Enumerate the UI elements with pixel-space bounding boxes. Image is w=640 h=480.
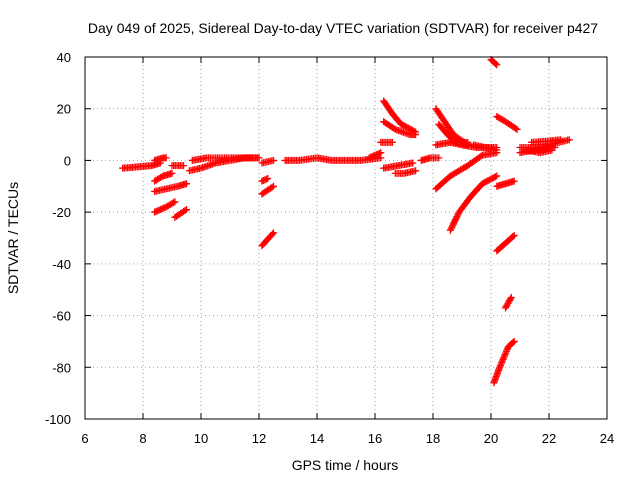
data-series-arc-21	[417, 154, 443, 164]
plus-markers	[528, 136, 565, 146]
plus-markers	[171, 206, 190, 221]
x-tick-label: 6	[81, 431, 88, 446]
x-tick-label: 10	[194, 431, 208, 446]
x-tick-label: 22	[542, 431, 556, 446]
plus-markers	[493, 112, 521, 133]
plus-markers	[490, 337, 518, 387]
plus-markers	[258, 229, 277, 250]
plus-markers	[493, 231, 518, 255]
data-series-arc-37	[528, 136, 565, 146]
y-tick-label: 40	[57, 50, 71, 65]
data-series-arc-13	[258, 229, 277, 250]
x-tick-labels: 6 8 10 12 14 16 18 20 22 24	[81, 431, 614, 446]
y-tick-label: -80	[52, 360, 71, 375]
plus-markers	[380, 97, 420, 136]
data-series-arc-38	[522, 146, 556, 157]
data-series-arc-20	[391, 167, 420, 177]
x-tick-label: 14	[310, 431, 324, 446]
plus-markers	[258, 156, 277, 167]
plus-markers	[258, 182, 277, 198]
data-series-arc-18	[377, 138, 396, 146]
plus-markers	[151, 169, 176, 185]
data-series-arc-10	[258, 156, 277, 167]
plus-markers	[432, 149, 501, 193]
data-series-arc-31	[493, 177, 518, 190]
y-tick-label: -20	[52, 205, 71, 220]
plus-markers	[168, 162, 188, 170]
data-series-arc-05	[151, 198, 179, 216]
plus-markers	[151, 180, 190, 195]
plus-markers	[380, 159, 417, 172]
data-series-arc-19	[380, 159, 417, 172]
plus-markers	[365, 149, 385, 162]
y-tick-label: 20	[57, 102, 71, 117]
data-series-arc-11	[258, 175, 272, 185]
y-tick-label: -40	[52, 257, 71, 272]
plus-markers	[522, 146, 556, 157]
y-tick-label: -100	[45, 412, 71, 427]
data-series-arc-34	[490, 337, 518, 387]
data-series-arc-02	[151, 154, 170, 164]
data-series-arc-29	[487, 56, 501, 69]
plus-markers	[391, 167, 420, 177]
data-series-arc-16	[380, 97, 420, 136]
chart-title: Day 049 of 2025, Sidereal Day-to-day VTE…	[88, 20, 598, 36]
plus-markers	[380, 118, 420, 139]
data-series-arc-04	[151, 180, 190, 195]
plus-markers	[151, 154, 170, 164]
data-series-arc-01	[119, 159, 164, 172]
y-tick-labels: 40 20 0 -20 -40 -60 -80 -100	[45, 50, 71, 427]
x-tick-label: 20	[484, 431, 498, 446]
data-series-arc-03	[151, 169, 176, 185]
plus-markers	[446, 172, 501, 234]
data-series-arc-15	[365, 149, 385, 162]
data-series-arc-26	[446, 172, 501, 234]
data-series-arc-25	[432, 149, 501, 193]
y-tick-label: -60	[52, 309, 71, 324]
plus-markers	[151, 198, 179, 216]
x-tick-label: 16	[368, 431, 382, 446]
data-series-arc-32	[493, 231, 518, 255]
data-series-arc-30	[493, 112, 521, 133]
x-tick-label: 24	[600, 431, 614, 446]
x-tick-label: 8	[139, 431, 146, 446]
plot-frame	[84, 56, 608, 420]
plus-markers	[377, 138, 396, 146]
data-series-arc-28	[470, 141, 501, 154]
data-series-arc-09	[188, 154, 263, 164]
y-tick-label: 0	[64, 153, 71, 168]
data-series-arc-17	[380, 118, 420, 139]
plus-markers	[258, 175, 272, 185]
plot-area	[119, 56, 573, 387]
plus-markers	[188, 154, 263, 164]
y-axis-label: SDTVAR / TECUs	[5, 182, 21, 294]
plus-markers	[487, 56, 501, 69]
data-series-arc-12	[258, 182, 277, 198]
plus-markers	[119, 159, 164, 172]
data-series-arc-07	[168, 162, 188, 170]
plus-markers	[417, 154, 443, 164]
x-tick-label: 12	[252, 431, 266, 446]
x-axis-label: GPS time / hours	[292, 457, 399, 473]
data-series-arc-33	[502, 293, 515, 312]
plus-markers	[493, 177, 518, 190]
plus-markers	[470, 141, 501, 154]
plus-markers	[502, 293, 515, 312]
x-tick-label: 18	[426, 431, 440, 446]
data-series-arc-06	[171, 206, 190, 221]
